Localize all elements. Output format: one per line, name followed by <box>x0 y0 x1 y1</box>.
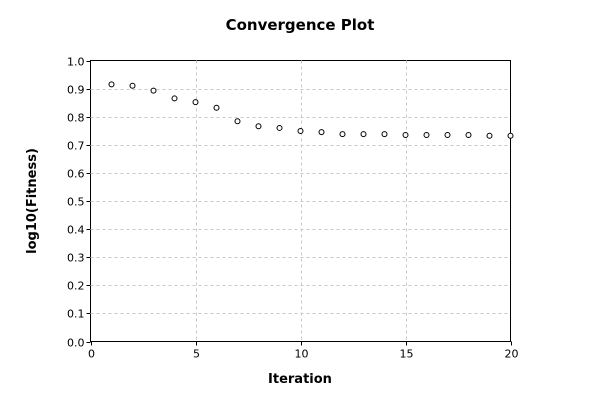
data-point <box>192 99 199 106</box>
data-point <box>150 87 157 94</box>
data-point <box>297 128 304 135</box>
x-axis-label: Iteration <box>268 372 332 387</box>
data-point <box>486 132 493 139</box>
data-point <box>234 118 241 125</box>
y-tick-label: 0.6 <box>67 168 85 181</box>
data-point <box>213 104 220 111</box>
y-tick-label: 1.0 <box>67 56 85 69</box>
data-point <box>255 123 262 130</box>
chart-title: Convergence Plot <box>226 16 375 34</box>
data-point <box>129 82 136 89</box>
y-tick-label: 0.1 <box>67 308 85 321</box>
data-point <box>318 129 325 136</box>
y-tick-label: 0.3 <box>67 252 85 265</box>
x-tick-label: 5 <box>193 348 200 361</box>
y-tick-label: 0.4 <box>67 224 85 237</box>
y-tick-label: 0.7 <box>67 140 85 153</box>
data-point <box>339 131 346 138</box>
y-axis-label: log10(Fitness) <box>25 148 40 254</box>
data-point <box>507 132 514 139</box>
data-point <box>171 95 178 102</box>
data-point <box>360 131 367 138</box>
data-points <box>108 81 514 139</box>
data-point <box>444 131 451 138</box>
data-point <box>423 131 430 138</box>
x-tick-label: 0 <box>88 348 95 361</box>
grid <box>90 60 511 342</box>
x-tick-label: 10 <box>295 348 309 361</box>
y-tick-label: 0.9 <box>67 84 85 97</box>
y-tick-label: 0.2 <box>67 280 85 293</box>
axis-ticks: 0.0 0.1 0.2 0.3 0.4 0.5 0.6 0.7 0.8 0.9 1.0 0 5 10 15 2… <box>67 56 519 361</box>
y-tick-label: 0.8 <box>67 112 85 125</box>
data-point <box>465 131 472 138</box>
data-point <box>381 131 388 138</box>
data-point <box>402 131 409 138</box>
data-point <box>276 124 283 131</box>
y-tick-label: 0.5 <box>67 196 85 209</box>
x-tick-label: 15 <box>400 348 414 361</box>
x-tick-label: 20 <box>505 348 519 361</box>
y-tick-label: 0.0 <box>67 337 85 350</box>
data-point <box>108 81 115 88</box>
